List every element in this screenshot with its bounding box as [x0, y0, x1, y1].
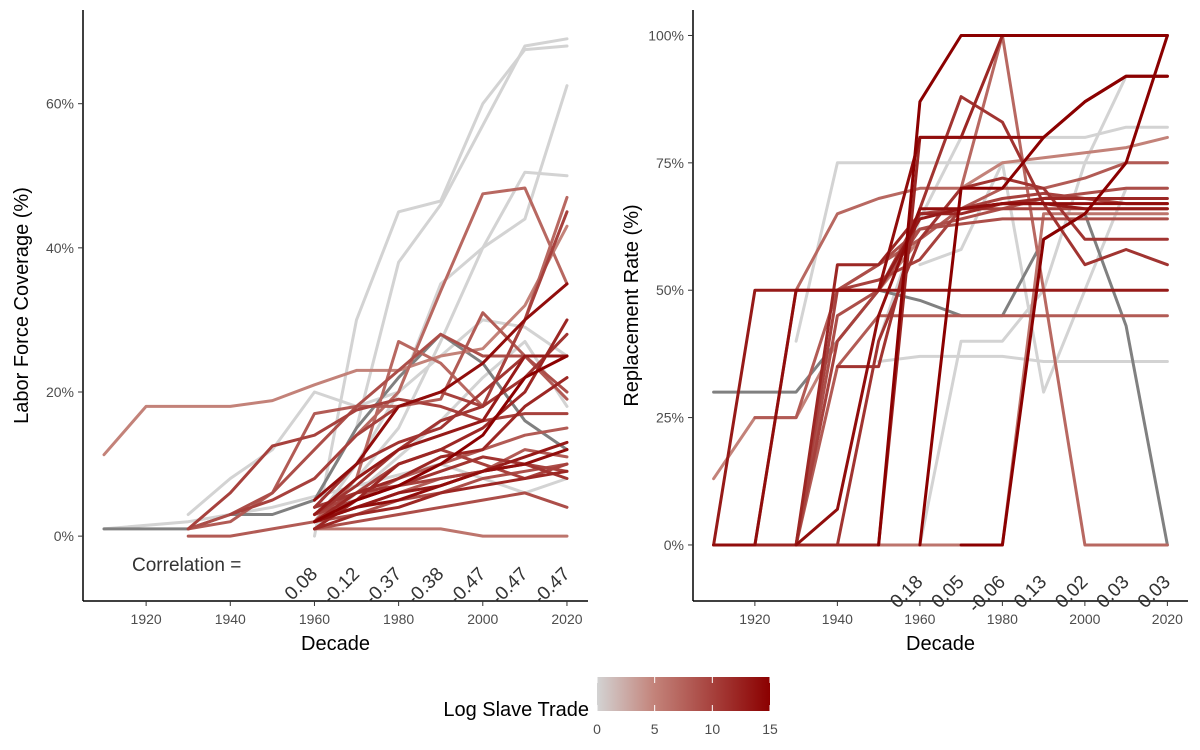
- series-line: [313, 491, 569, 531]
- x-tick-label: 2000: [1069, 611, 1100, 627]
- y-tick-label: 50%: [656, 282, 684, 298]
- series-line: [794, 191, 1169, 547]
- series-line: [102, 224, 569, 457]
- y-tick-label: 60%: [46, 96, 74, 112]
- series-line: [313, 354, 569, 524]
- correlation-value: -0.12: [319, 564, 364, 609]
- correlation-label: Correlation =: [132, 555, 241, 576]
- x-axis-title: Decade: [906, 633, 975, 655]
- x-tick-label: 1920: [131, 611, 162, 627]
- legend-tick-label: 10: [705, 721, 721, 737]
- x-tick-label: 1940: [215, 611, 246, 627]
- y-axis-title: Labor Force Coverage (%): [11, 187, 33, 424]
- series-line: [712, 74, 1169, 547]
- series-line: [313, 448, 569, 524]
- series-line: [794, 314, 1169, 547]
- series-line: [794, 207, 1169, 547]
- x-tick-label: 1920: [739, 611, 770, 627]
- series-line: [794, 161, 1169, 343]
- correlation-value: 0.05: [928, 572, 969, 613]
- x-tick-label: 2000: [467, 611, 498, 627]
- legend-tick-label: 15: [762, 721, 778, 737]
- series-line: [753, 217, 1169, 547]
- series-line: [712, 74, 1169, 547]
- series-line: [355, 170, 569, 480]
- correlation-value: 0.13: [1010, 572, 1051, 613]
- series-line: [712, 212, 1169, 547]
- legend-title: Log Slave Trade: [443, 699, 589, 721]
- series-line: [313, 354, 569, 516]
- legend-colorbar: [597, 677, 770, 711]
- series-lines: [102, 37, 569, 538]
- x-tick-label: 1980: [383, 611, 414, 627]
- x-tick-label: 2020: [1152, 611, 1183, 627]
- series-line: [918, 74, 1169, 547]
- series-line: [712, 288, 1169, 547]
- x-tick-label: 2020: [551, 611, 582, 627]
- correlation-value: 0.03: [1093, 572, 1134, 613]
- legend-tick-label: 0: [593, 721, 601, 737]
- series-line: [186, 318, 569, 516]
- correlation-value: -0.47: [529, 564, 574, 609]
- series-line: [102, 332, 569, 531]
- series-line: [877, 34, 1169, 547]
- series-line: [835, 95, 1169, 369]
- x-tick-label: 1960: [299, 611, 330, 627]
- series-line: [959, 34, 1169, 547]
- y-tick-label: 0%: [664, 537, 684, 553]
- x-axis-title: Decade: [301, 633, 370, 655]
- series-line: [186, 397, 569, 531]
- series-line: [794, 202, 1169, 547]
- series-line: [313, 37, 569, 502]
- legend-tick-label: 5: [651, 721, 659, 737]
- correlation-value: -0.37: [361, 564, 406, 609]
- series-line: [313, 282, 569, 502]
- x-tick-label: 1980: [987, 611, 1018, 627]
- x-tick-label: 1940: [822, 611, 853, 627]
- correlation-value: 0.18: [886, 572, 927, 613]
- correlation-value: -0.38: [403, 564, 448, 609]
- y-tick-label: 25%: [656, 410, 684, 426]
- series-line: [313, 376, 569, 524]
- correlation-value: 0.08: [281, 564, 322, 605]
- correlation-value: -0.47: [487, 564, 532, 609]
- series-lines: [712, 34, 1169, 547]
- x-tick-label: 1960: [904, 611, 935, 627]
- series-line: [794, 197, 1169, 547]
- series-line: [835, 202, 1169, 292]
- y-tick-label: 20%: [46, 384, 74, 400]
- series-line: [313, 44, 569, 538]
- y-tick-label: 75%: [656, 155, 684, 171]
- y-tick-label: 100%: [648, 27, 684, 43]
- y-axis-title: Replacement Rate (%): [621, 204, 643, 406]
- panel-1: 0% 20% 40% 60% 1920 1940 1960 1980 2000 2020 Decad…: [11, 10, 588, 655]
- correlation-value: 0.02: [1051, 572, 1092, 613]
- y-tick-label: 0%: [54, 528, 74, 544]
- y-tick-label: 40%: [46, 240, 74, 256]
- correlation-value: -0.47: [445, 564, 490, 609]
- correlation-value: 0.03: [1134, 572, 1175, 613]
- series-line: [313, 469, 569, 531]
- series-line: [877, 354, 1169, 363]
- panel-2: 0% 25% 50% 75% 100% 1920 1940 1960 1980 2000 2020 D…: [621, 10, 1188, 655]
- series-line: [186, 332, 569, 531]
- series-line: [313, 527, 569, 538]
- series-line: [835, 176, 1169, 547]
